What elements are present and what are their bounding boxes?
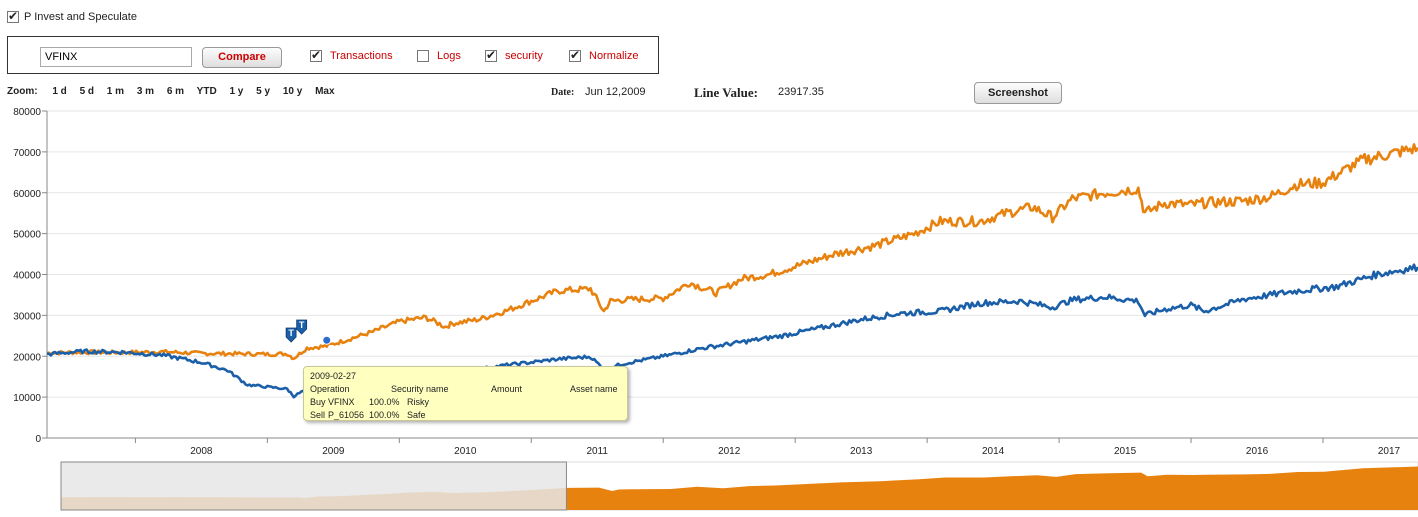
series-line-orange bbox=[46, 143, 1418, 361]
zoom-10y[interactable]: 10 y bbox=[282, 86, 303, 97]
tooltip-cell: Buy bbox=[310, 397, 326, 407]
option-security[interactable]: security bbox=[485, 48, 543, 63]
tooltip-cell: VFINX bbox=[328, 397, 355, 407]
x-tick-label: 2017 bbox=[1378, 446, 1401, 457]
navigator-selection[interactable] bbox=[60, 461, 567, 511]
x-tick-label: 2008 bbox=[190, 446, 213, 457]
x-tick-label: 2009 bbox=[322, 446, 345, 457]
compare-button[interactable]: Compare bbox=[202, 47, 282, 68]
y-tick-label: 60000 bbox=[13, 189, 41, 200]
tooltip-cell: P_61056 bbox=[328, 410, 365, 420]
transaction-flag bbox=[285, 327, 297, 343]
zoom-max[interactable]: Max bbox=[315, 86, 335, 97]
security-checkbox[interactable] bbox=[485, 48, 497, 63]
y-tick-label: 20000 bbox=[13, 352, 41, 363]
tooltip-date: 2009-02-27 bbox=[310, 371, 357, 381]
tooltip-row: Sell P_61056 100.0% Safe bbox=[310, 409, 621, 422]
zoom-1m[interactable]: 1 m bbox=[106, 86, 125, 97]
line-value-label: Line Value: bbox=[694, 85, 758, 100]
zoom-label: Zoom: bbox=[7, 86, 38, 97]
security-label: security bbox=[505, 50, 543, 62]
portfolio-checkbox[interactable] bbox=[7, 9, 19, 24]
logs-checkbox[interactable] bbox=[417, 50, 429, 63]
y-tick-label: 10000 bbox=[13, 393, 41, 404]
normalize-checkbox[interactable] bbox=[569, 48, 581, 63]
transaction-flag-label: T bbox=[299, 320, 305, 330]
x-tick-label: 2014 bbox=[982, 446, 1005, 457]
zoom-1y[interactable]: 1 y bbox=[229, 86, 244, 97]
y-tick-label: 30000 bbox=[13, 311, 41, 322]
zoom-bar: Zoom: 1 d 5 d 1 m 3 m 6 m YTD 1 y 5 y 10… bbox=[7, 86, 345, 97]
transaction-flag bbox=[296, 319, 308, 335]
transactions-label: Transactions bbox=[330, 50, 393, 62]
y-tick-label: 0 bbox=[35, 434, 41, 445]
option-logs[interactable]: Logs bbox=[417, 50, 461, 63]
option-transactions[interactable]: Transactions bbox=[310, 48, 393, 63]
zoom-5d[interactable]: 5 d bbox=[79, 86, 95, 97]
tooltip-cell: 100.0% bbox=[369, 397, 400, 407]
zoom-ytd[interactable]: YTD bbox=[196, 86, 217, 97]
line-value: 23917.35 bbox=[778, 86, 824, 98]
tooltip-header-operation: Operation bbox=[310, 384, 350, 394]
normalize-label: Normalize bbox=[589, 50, 639, 62]
transaction-tooltip: 2009-02-27 Operation Security name Amoun… bbox=[303, 366, 628, 421]
zoom-3m[interactable]: 3 m bbox=[136, 86, 155, 97]
y-tick-label: 40000 bbox=[13, 271, 41, 282]
zoom-1d[interactable]: 1 d bbox=[52, 86, 67, 97]
series-line-blue bbox=[46, 263, 1418, 399]
date-label: Date: bbox=[551, 87, 575, 98]
zoom-5y[interactable]: 5 y bbox=[256, 86, 271, 97]
x-tick-label: 2010 bbox=[454, 446, 477, 457]
tooltip-cell: 100.0% bbox=[369, 410, 400, 420]
tooltip-header-amount: Amount bbox=[491, 384, 523, 394]
ticker-input[interactable] bbox=[40, 47, 192, 67]
x-tick-label: 2011 bbox=[586, 446, 608, 457]
screenshot-button[interactable]: Screenshot bbox=[974, 82, 1062, 104]
x-tick-label: 2013 bbox=[850, 446, 873, 457]
x-tick-label: 2012 bbox=[718, 446, 741, 457]
transactions-checkbox[interactable] bbox=[310, 48, 322, 63]
tooltip-header-security: Security name bbox=[391, 384, 449, 394]
controls-panel: Compare Transactions Logs security Norma… bbox=[7, 36, 659, 74]
y-tick-label: 50000 bbox=[13, 230, 41, 241]
tooltip-row: Buy VFINX 100.0% Risky bbox=[310, 396, 621, 409]
x-tick-label: 2016 bbox=[1246, 446, 1269, 457]
tooltip-header-asset: Asset name bbox=[570, 384, 618, 394]
zoom-6m[interactable]: 6 m bbox=[166, 86, 185, 97]
portfolio-toggle[interactable]: P Invest and Speculate bbox=[7, 9, 137, 24]
tooltip-cell: Risky bbox=[407, 397, 429, 407]
transaction-flag-label: T bbox=[288, 328, 294, 338]
y-tick-label: 70000 bbox=[13, 148, 41, 159]
date-value: Jun 12,2009 bbox=[585, 86, 646, 98]
portfolio-label: P Invest and Speculate bbox=[24, 11, 137, 24]
tooltip-cell: Sell bbox=[310, 410, 326, 420]
tooltip-cell: Safe bbox=[407, 410, 426, 420]
x-tick-label: 2015 bbox=[1114, 446, 1137, 457]
highlight-point bbox=[322, 335, 332, 345]
y-tick-label: 80000 bbox=[13, 107, 41, 118]
logs-label: Logs bbox=[437, 50, 461, 62]
option-normalize[interactable]: Normalize bbox=[569, 48, 639, 63]
